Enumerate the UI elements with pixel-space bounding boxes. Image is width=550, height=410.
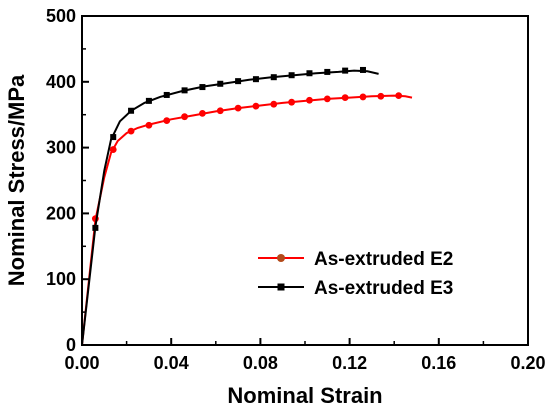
series-1-point	[109, 146, 117, 153]
x-tick-label: 0.04	[154, 353, 189, 373]
series-2-point	[342, 67, 349, 74]
legend-marker-2	[277, 283, 285, 291]
series-1-point	[341, 94, 349, 101]
series-line-2	[81, 69, 379, 346]
y-tick-label: 200	[46, 203, 76, 223]
x-axis-title: Nominal Strain	[227, 383, 382, 408]
legend-marker-1	[277, 254, 285, 262]
series-2-point	[270, 74, 277, 81]
series-1-point	[216, 107, 224, 115]
y-tick-label: 500	[46, 6, 76, 26]
plot-frame	[81, 15, 529, 346]
series-2-point	[324, 68, 331, 75]
legend: As-extruded E2 As-extruded E3	[258, 249, 453, 299]
y-tick-label: 300	[46, 138, 76, 158]
series-2-point	[128, 107, 135, 114]
series-1-point	[234, 104, 242, 112]
series-1-point	[395, 92, 403, 100]
series-1-point	[252, 102, 260, 110]
legend-label-1: As-extruded E2	[314, 249, 453, 270]
series-1-point	[306, 96, 313, 104]
axes: 0.00 0.04 0.08 0.12 0.16 0.20 0 100 200 300 400 500	[46, 6, 546, 373]
series-1-point	[323, 95, 331, 103]
series-2-point	[110, 134, 117, 141]
x-tick-label: 0.12	[332, 353, 367, 373]
series-1-point	[127, 127, 135, 135]
series-2-point	[359, 66, 366, 73]
series-2-point	[288, 72, 295, 79]
series-1-point	[270, 100, 278, 108]
series-1-point	[288, 98, 296, 106]
y-tick-label: 400	[46, 72, 76, 92]
series-2-point	[163, 91, 170, 98]
plot-area	[81, 66, 413, 346]
series-2-point	[181, 87, 188, 94]
y-tick-label: 100	[46, 269, 76, 289]
x-tick-label: 0.08	[243, 353, 278, 373]
series-1-point	[163, 117, 171, 125]
x-tick-label: 0.00	[64, 353, 99, 373]
series-2-point	[217, 80, 224, 87]
y-axis-title: Nominal Stress/MPa	[4, 74, 29, 286]
series-2-point	[92, 224, 99, 231]
x-tick-label: 0.16	[421, 353, 456, 373]
series-2-point	[252, 76, 259, 83]
legend-label-2: As-extruded E3	[314, 278, 453, 299]
series-1-point	[199, 109, 206, 117]
series-1-point	[377, 92, 385, 100]
series-1-point	[359, 93, 367, 101]
series-2-point	[145, 97, 152, 104]
x-tick-label: 0.20	[510, 353, 545, 373]
series-2-point	[199, 84, 206, 91]
series-1-point	[145, 121, 153, 129]
series-2-point	[306, 70, 313, 77]
y-tick-label: 0	[66, 335, 76, 355]
series-1-point	[181, 113, 188, 121]
series-2-point	[235, 78, 242, 85]
